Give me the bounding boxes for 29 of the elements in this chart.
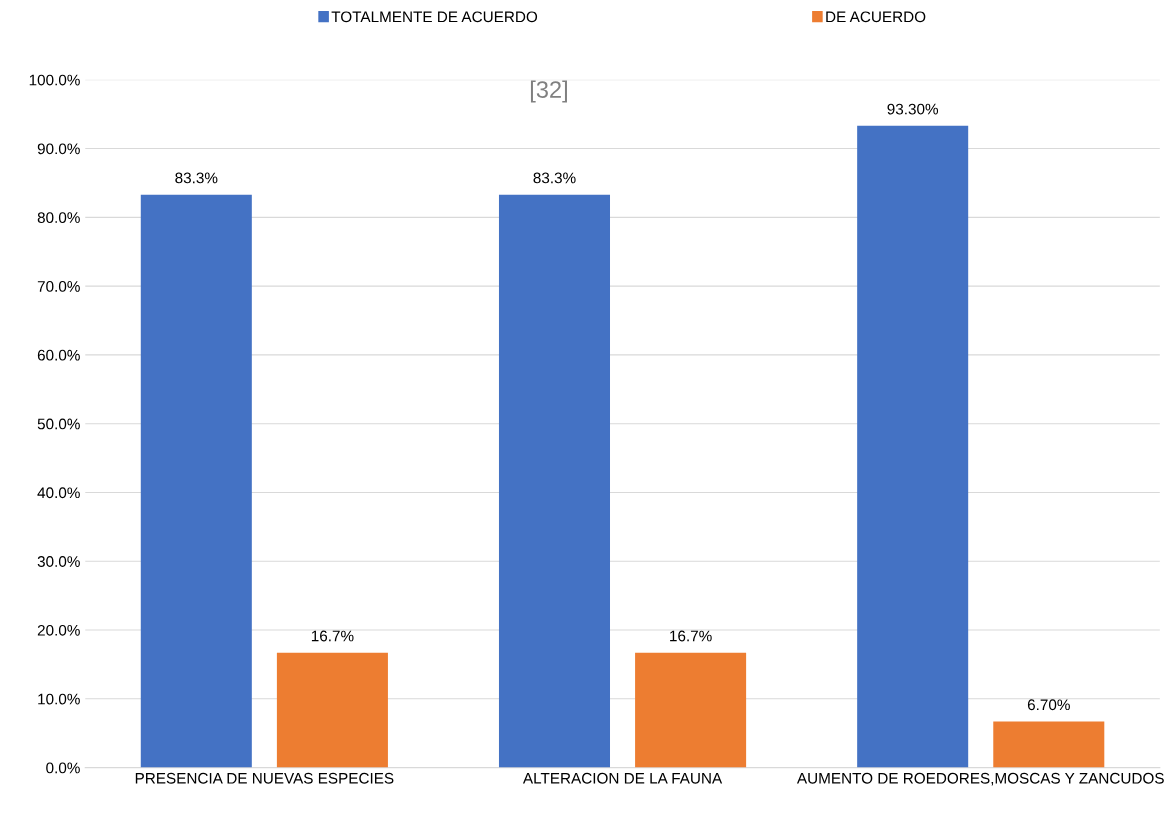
bar [635, 652, 747, 768]
y-tick-label: 0.0% [46, 762, 80, 774]
y-tick-label: 80.0% [37, 212, 80, 224]
data-label: 83.3% [533, 172, 576, 184]
data-label: 93.30% [887, 103, 939, 115]
y-tick-label: 50.0% [37, 418, 80, 430]
y-tick-label: 100.0% [29, 74, 80, 86]
bar [993, 721, 1105, 768]
annotation: [32] [530, 80, 567, 103]
y-tick-label: 70.0% [37, 280, 80, 292]
data-label: 83.3% [175, 172, 218, 184]
bar [857, 125, 969, 768]
legend-label: DE ACUERDO [826, 11, 926, 23]
data-label: 16.7% [670, 630, 712, 642]
y-tick-label: 10.0% [38, 693, 80, 705]
bar [276, 652, 388, 768]
x-tick-label: PRESENCIA DE NUEVAS ESPECIES [135, 772, 394, 784]
data-label: 6.70% [1027, 699, 1070, 711]
y-tick-label: 90.0% [37, 143, 80, 155]
y-tick-label: 60.0% [37, 349, 80, 361]
x-tick-label: AUMENTO DE ROEDORES,MOSCAS Y ZANCUDOS [796, 772, 1164, 786]
bar [140, 194, 252, 768]
bar [498, 194, 611, 768]
x-tick-label: ALTERACION DE LA FAUNA [522, 772, 723, 784]
y-tick-label: 30.0% [37, 556, 80, 567]
y-tick-label: 20.0% [37, 624, 80, 636]
legend-label: TOTALMENTE DE ACUERDO [331, 11, 538, 23]
data-label: 16.7% [311, 630, 354, 642]
y-tick-label: 40.0% [37, 487, 80, 499]
